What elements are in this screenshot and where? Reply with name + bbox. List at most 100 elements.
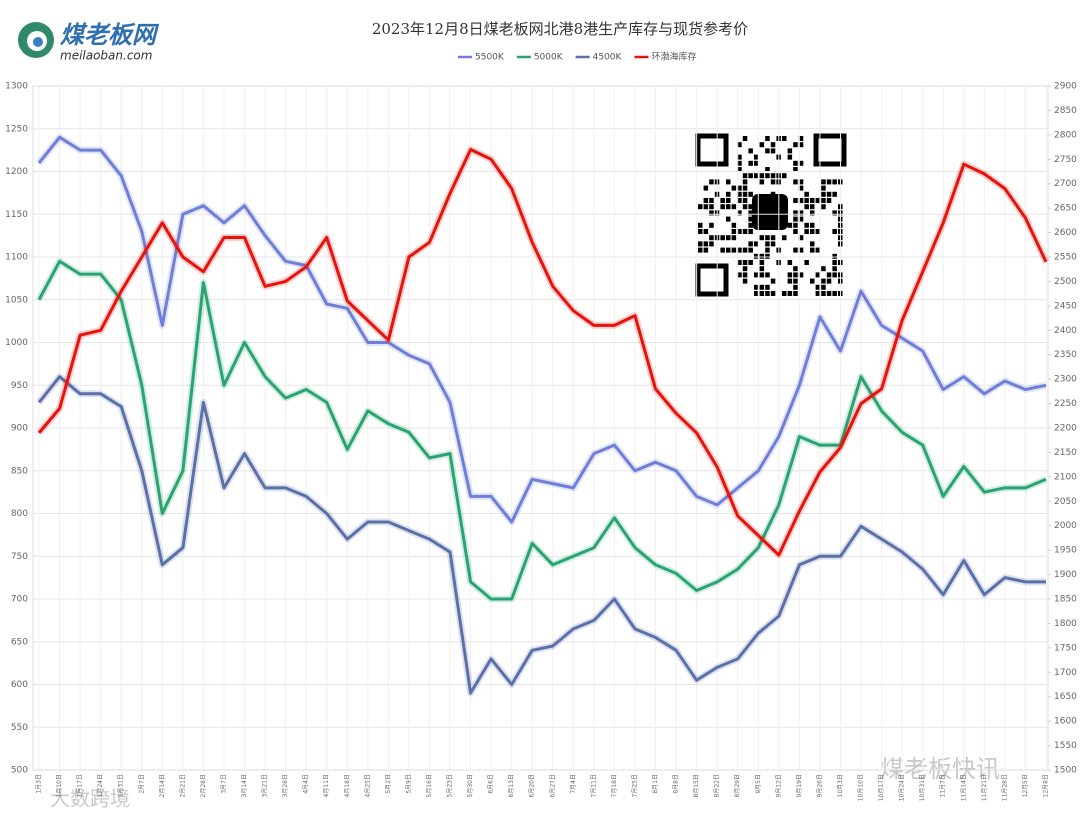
qr-dot — [782, 173, 787, 179]
qr-dot — [754, 253, 759, 259]
qr-dot — [748, 216, 753, 222]
qr-dot — [737, 210, 742, 216]
x-tick-label: 8月22日 — [714, 774, 721, 797]
y2-tick-label: 2600 — [1054, 228, 1077, 238]
qr-dot — [742, 278, 748, 284]
qr-dot — [754, 284, 759, 290]
qr-dot — [748, 160, 753, 166]
x-tick-label: 5月9日 — [405, 774, 412, 794]
y2-tick-label: 2650 — [1054, 204, 1077, 214]
qr-dot — [787, 222, 793, 228]
y-tick-label: 850 — [11, 466, 28, 476]
x-tick-label: 4月11日 — [323, 774, 330, 797]
qr-dot — [709, 204, 714, 210]
x-tick-label: 12月8日 — [1043, 774, 1050, 797]
y2-tick-label: 2000 — [1054, 521, 1077, 531]
qr-dot — [815, 284, 821, 290]
x-tick-label: 9月5日 — [755, 774, 762, 794]
qr-dot — [709, 198, 714, 203]
qr-dot — [793, 229, 798, 234]
qr-dot — [731, 204, 737, 210]
qr-dot — [698, 204, 703, 210]
qr-dot — [782, 291, 787, 296]
qr-dot — [698, 229, 703, 234]
y-tick-label: 700 — [11, 595, 28, 605]
qr-dot — [726, 216, 731, 222]
x-tick-label: 10月17日 — [878, 774, 885, 801]
x-tick-label: 4月25日 — [364, 774, 371, 797]
qr-dot — [765, 173, 770, 179]
x-tick-label: 6月6日 — [488, 774, 495, 794]
y2-tick-label: 2100 — [1054, 472, 1077, 482]
qr-dot — [737, 247, 742, 253]
x-tick-label: 11月21日 — [981, 774, 988, 801]
qr-dot — [731, 235, 737, 241]
qr-dot — [742, 173, 748, 179]
x-tick-label: 8月8日 — [673, 774, 680, 794]
y2-tick-label: 2750 — [1054, 155, 1077, 165]
y2-tick-label: 2800 — [1054, 130, 1077, 140]
qr-dot — [793, 284, 798, 290]
qr-dot — [793, 291, 798, 296]
qr-dot — [703, 198, 709, 203]
qr-dot — [793, 278, 798, 284]
y2-tick-label: 1750 — [1054, 643, 1077, 653]
qr-dot — [726, 235, 731, 241]
qr-dot — [826, 198, 832, 203]
qr-dot — [832, 272, 837, 278]
qr-dot — [770, 241, 776, 247]
qr-wechat-icon — [752, 194, 788, 230]
qr-dot — [765, 136, 770, 141]
y-tick-label: 1200 — [5, 167, 28, 177]
qr-dot — [798, 142, 804, 148]
y2-tick-label: 2450 — [1054, 301, 1077, 311]
qr-dot — [748, 191, 753, 197]
qr-dot — [821, 191, 826, 197]
qr-dot — [793, 247, 798, 253]
qr-dot — [759, 291, 765, 296]
qr-dot — [832, 253, 837, 259]
qr-dot — [770, 173, 776, 179]
qr-dot — [798, 160, 804, 166]
qr-dot — [698, 247, 703, 253]
qr-dot — [782, 235, 787, 241]
qr-dot — [770, 191, 776, 197]
qr-dot — [726, 191, 731, 197]
x-tick-label: 1月31日 — [118, 774, 125, 797]
qr-dot — [793, 179, 798, 185]
qr-dot — [770, 235, 776, 241]
qr-dot — [748, 241, 753, 247]
qr-dot — [742, 266, 748, 272]
qr-dot — [759, 235, 765, 241]
y-tick-label: 600 — [11, 680, 28, 690]
x-tick-label: 1月17日 — [77, 774, 84, 797]
chart-title: 2023年12月8日煤老板网北港8港生产库存与现货参考价 — [372, 20, 748, 38]
qr-dot — [709, 210, 714, 216]
x-tick-label: 1月3日 — [36, 774, 43, 794]
x-tick-label: 8月29日 — [734, 774, 741, 797]
qr-dot — [698, 241, 703, 247]
qr-dot — [793, 160, 798, 166]
x-tick-label: 9月12日 — [775, 774, 782, 797]
qr-dot — [793, 167, 798, 172]
qr-dot — [742, 260, 748, 265]
qr-dot — [759, 142, 765, 148]
qr-dot — [703, 185, 709, 191]
qr-dot — [748, 173, 753, 179]
qr-dot — [720, 204, 725, 210]
qr-dot — [782, 136, 787, 141]
qr-dot — [804, 229, 809, 234]
x-tick-label: 5月23日 — [447, 774, 454, 797]
y2-tick-label: 2050 — [1054, 497, 1077, 507]
qr-dot — [821, 204, 826, 210]
legend-label: 4500K — [593, 53, 623, 63]
qr-dot — [815, 291, 821, 296]
qr-dot — [765, 148, 770, 154]
qr-dot — [742, 179, 748, 185]
qr-dot — [804, 222, 809, 228]
qr-dot — [770, 148, 776, 154]
y2-tick-label: 2550 — [1054, 253, 1077, 263]
y2-tick-label: 2250 — [1054, 399, 1077, 409]
qr-dot — [793, 266, 798, 272]
